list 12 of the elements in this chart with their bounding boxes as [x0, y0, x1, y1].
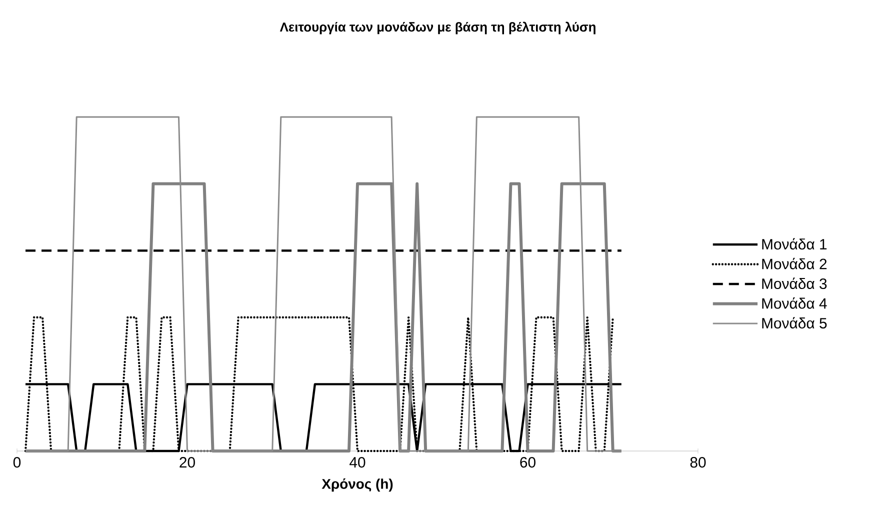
x-tick-label: 20: [180, 457, 195, 468]
x-tick-label: 0: [13, 457, 21, 468]
chart-title: Λειτουργία των μονάδων με βάση τη βέλτιστη λύση: [280, 22, 596, 34]
legend-label: Μονάδα 5: [762, 317, 827, 328]
legend-label: Μονάδα 2: [762, 258, 827, 270]
x-tick-label: 40: [350, 457, 366, 468]
legend-label: Μονάδα 4: [762, 297, 827, 309]
x-tick-label: 80: [690, 457, 706, 468]
x-axis-title: Χρόνος (h): [322, 478, 393, 492]
legend-label: Μονάδα 1: [762, 238, 827, 250]
x-tick-label: 60: [520, 457, 536, 468]
legend-label: Μονάδα 3: [762, 278, 827, 290]
